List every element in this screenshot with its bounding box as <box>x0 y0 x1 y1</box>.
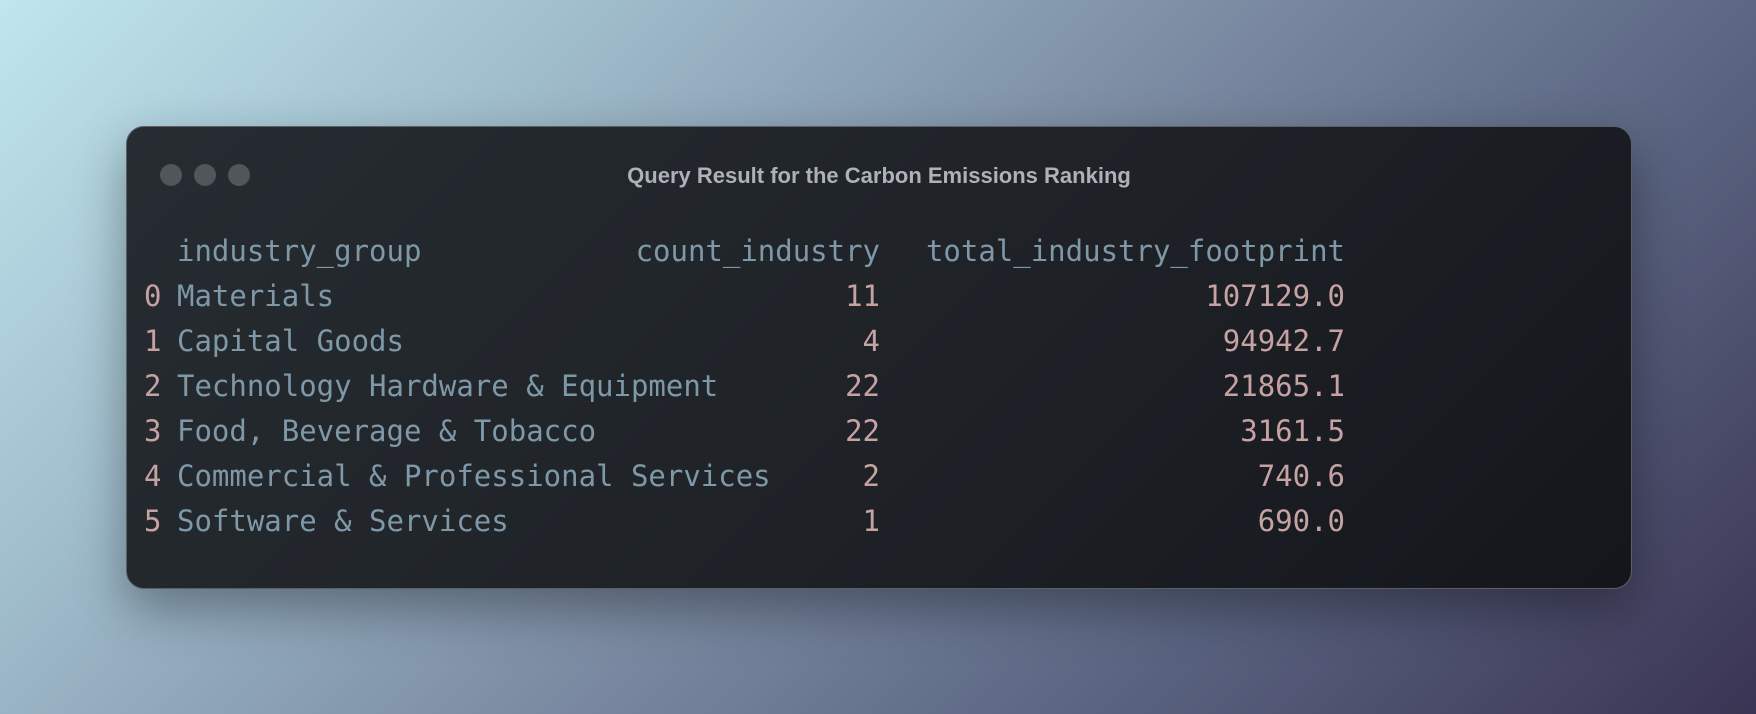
total-footprint: 690.0 <box>1258 504 1345 538</box>
window: Query Result for the Carbon Emissions Ra… <box>126 126 1632 589</box>
row-index: 5 <box>144 504 161 538</box>
window-close[interactable] <box>160 164 182 186</box>
window-title: Query Result for the Carbon Emissions Ra… <box>627 163 1131 188</box>
total-footprint: 3161.5 <box>1240 414 1345 448</box>
industry-group: Software & Services <box>177 504 509 538</box>
count-industry: 1 <box>863 504 880 538</box>
row-index: 3 <box>144 414 161 448</box>
column-header: total_industry_footprint <box>926 234 1345 269</box>
count-industry: 11 <box>845 279 880 313</box>
row-index: 1 <box>144 324 161 358</box>
column-header: industry_group <box>177 234 421 269</box>
row-index: 4 <box>144 459 161 493</box>
total-footprint: 94942.7 <box>1223 324 1345 358</box>
total-footprint: 107129.0 <box>1205 279 1345 313</box>
count-industry: 22 <box>845 414 880 448</box>
total-footprint: 21865.1 <box>1223 369 1345 403</box>
industry-group: Materials <box>177 279 334 313</box>
row-index: 2 <box>144 369 161 403</box>
window-content: Query Result for the Carbon Emissions Ra… <box>144 163 1345 538</box>
column-header: count_industry <box>636 234 880 269</box>
window-minimize[interactable] <box>194 164 216 186</box>
industry-group: Capital Goods <box>177 324 404 358</box>
industry-group: Commercial & Professional Services <box>177 459 771 493</box>
count-industry: 2 <box>863 459 880 493</box>
industry-group: Technology Hardware & Equipment <box>177 369 718 403</box>
count-industry: 4 <box>863 324 880 358</box>
row-index: 0 <box>144 279 161 313</box>
count-industry: 22 <box>845 369 880 403</box>
industry-group: Food, Beverage & Tobacco <box>177 414 596 448</box>
window-zoom[interactable] <box>228 164 250 186</box>
total-footprint: 740.6 <box>1258 459 1345 493</box>
